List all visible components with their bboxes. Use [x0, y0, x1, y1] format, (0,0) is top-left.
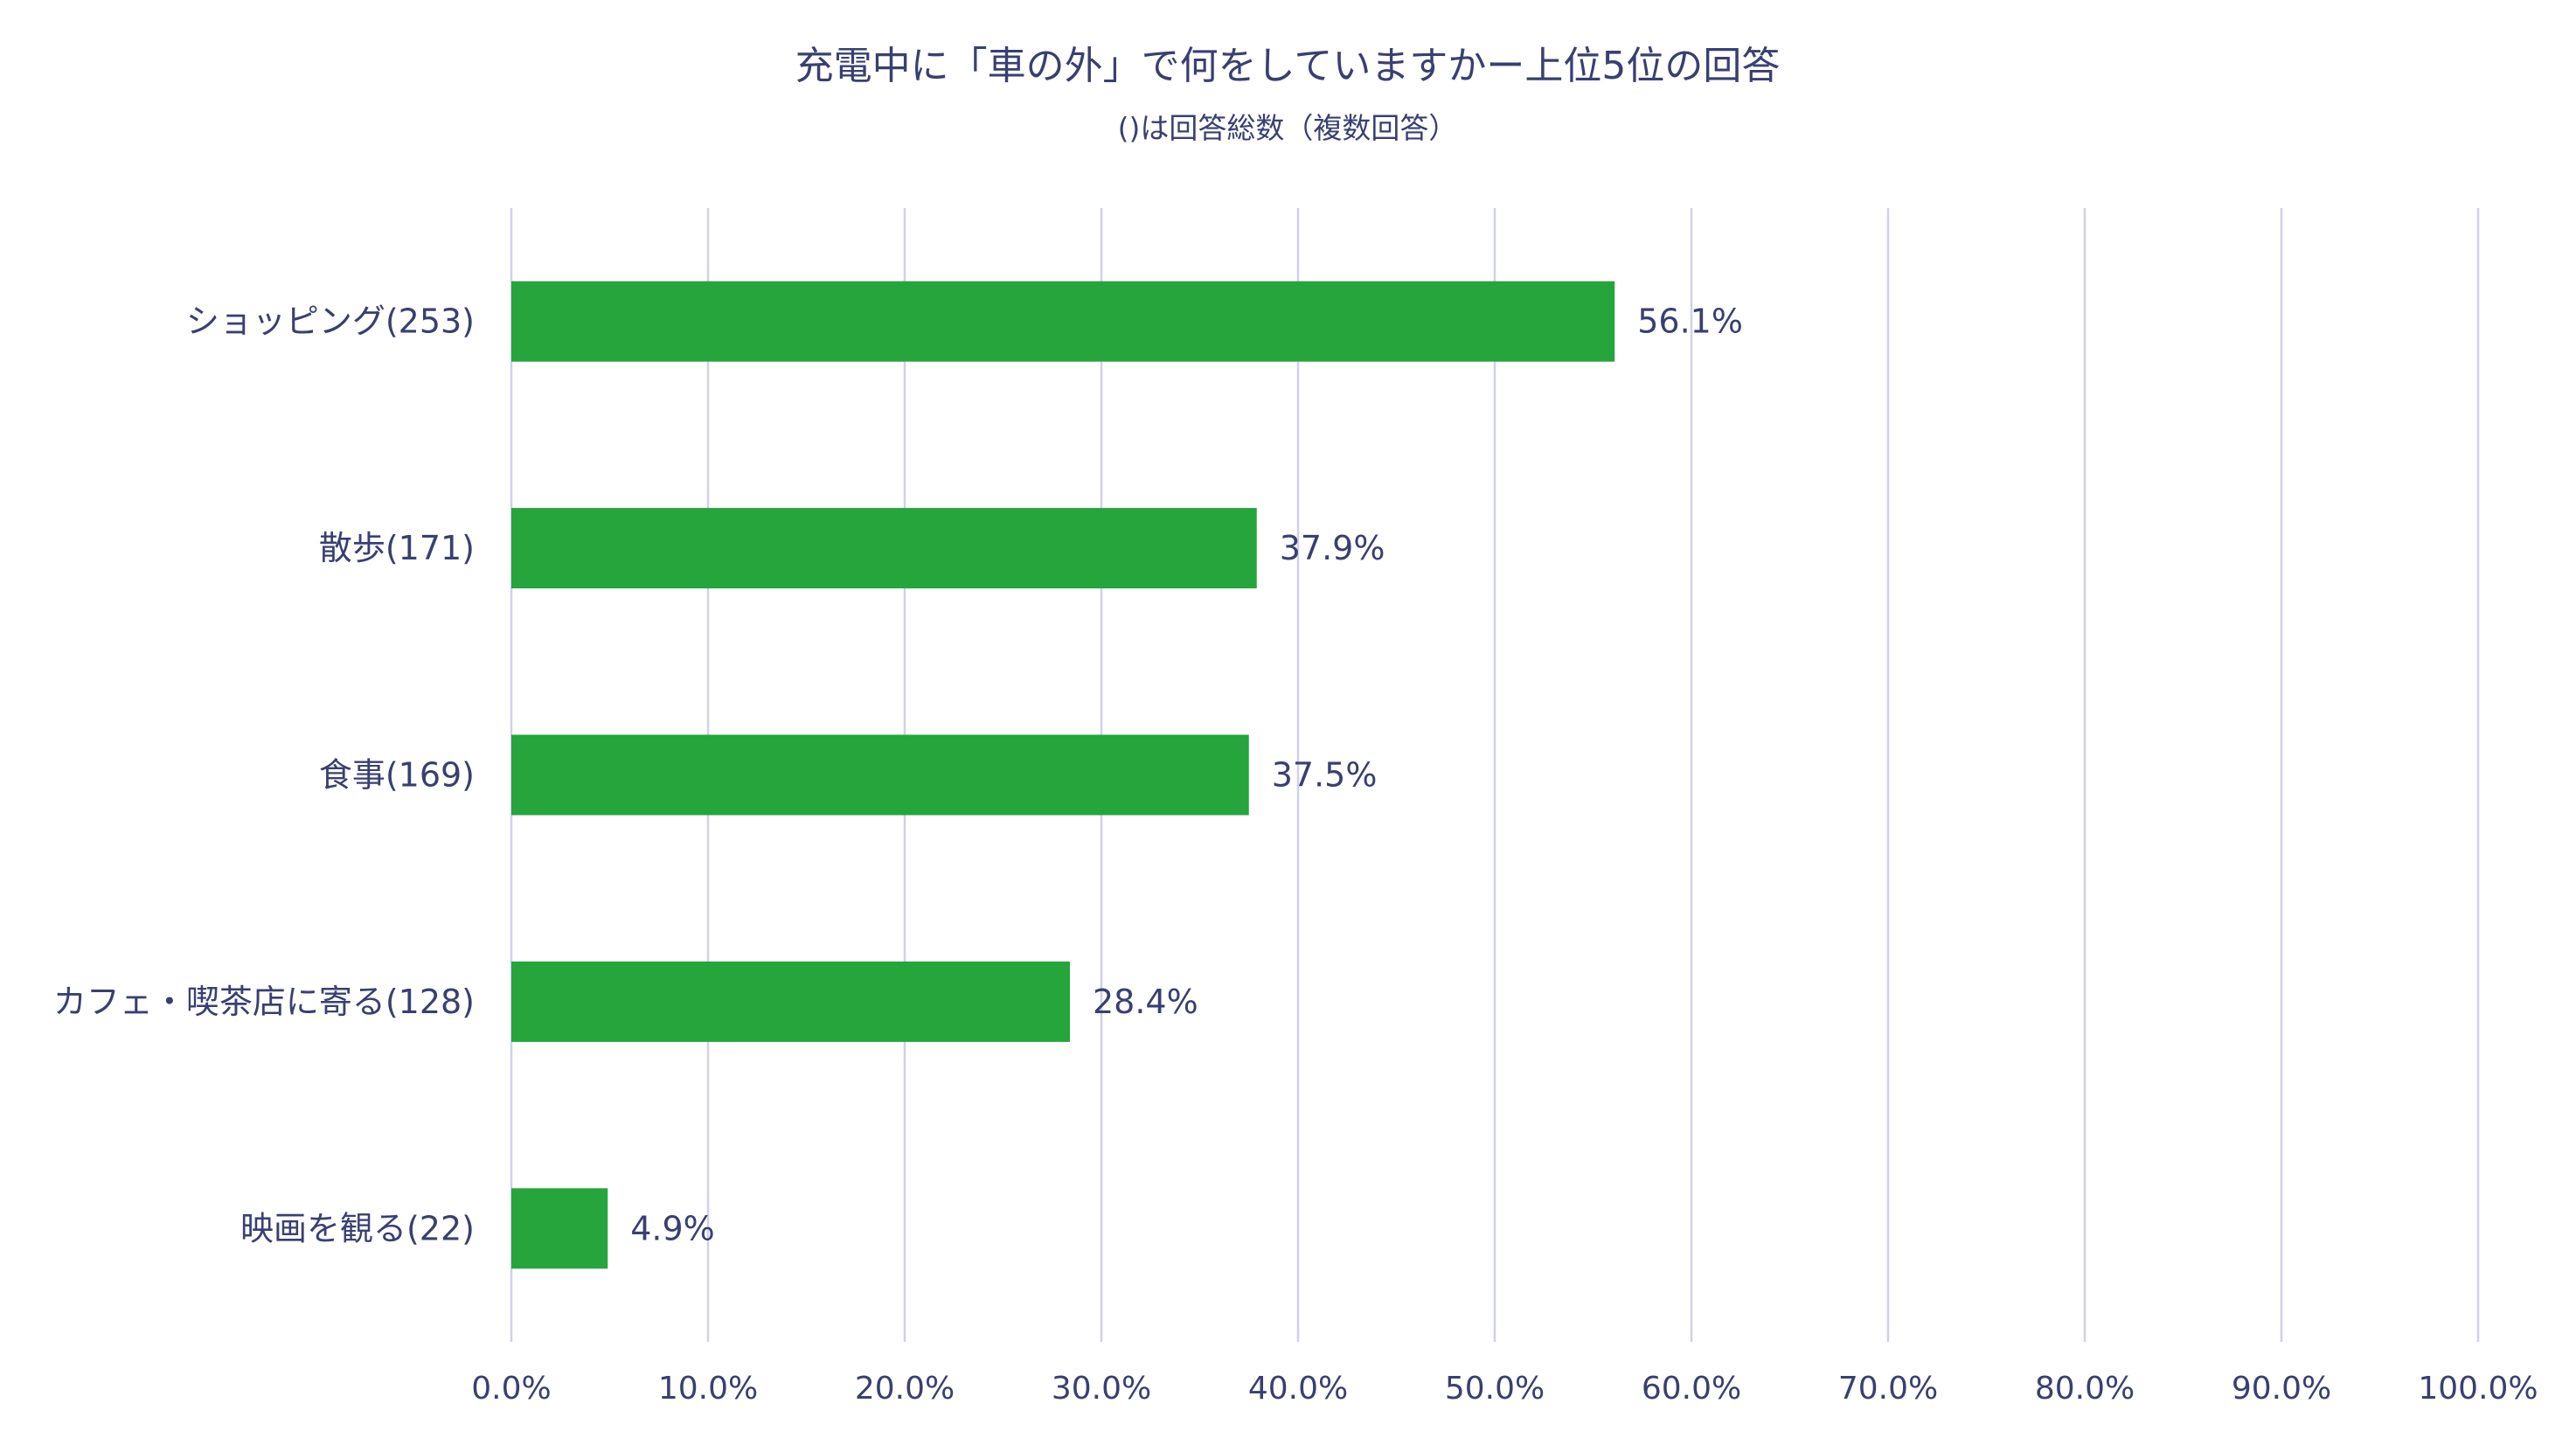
category-label: 映画を観る(22): [240, 1209, 475, 1247]
category-label: ショッピング(253): [186, 302, 475, 341]
x-tick-label: 40.0%: [1248, 1371, 1348, 1407]
x-tick-label: 60.0%: [1642, 1371, 1741, 1407]
value-label: 28.4%: [1093, 983, 1198, 1021]
value-labels: 56.1% 37.9% 37.5% 28.4% 4.9%: [630, 302, 1743, 1248]
value-label: 37.5%: [1272, 756, 1378, 795]
x-tick-label: 80.0%: [2035, 1371, 2135, 1407]
value-label: 4.9%: [630, 1209, 715, 1247]
category-label: 散歩(171): [319, 529, 475, 567]
bar: [511, 281, 1615, 362]
grid-lines: [510, 208, 2480, 1342]
x-tick-label: 50.0%: [1445, 1371, 1545, 1407]
bar: [511, 734, 1249, 816]
x-tick-labels: 0.0% 10.0% 20.0% 30.0% 40.0% 50.0% 60.0% 70.0% 8…: [471, 1371, 2538, 1407]
category-labels: ショッピング(253) 散歩(171) 食事(169) カフェ・喫茶店に寄る(128)…: [53, 302, 475, 1248]
x-tick-label: 30.0%: [1052, 1371, 1151, 1407]
chart-title: 充電中に「車の外」で何をしていますかー上位5位の回答: [795, 44, 1781, 88]
bar: [511, 1188, 608, 1269]
x-tick-label: 70.0%: [1838, 1371, 1938, 1407]
bar: [511, 508, 1257, 589]
bars: [511, 281, 1615, 1269]
x-tick-label: 90.0%: [2232, 1371, 2331, 1407]
category-label: カフェ・喫茶店に寄る(128): [53, 983, 475, 1021]
value-label: 37.9%: [1280, 529, 1385, 567]
chart-subtitle: ()は回答総数（複数回答）: [1118, 111, 1458, 145]
x-tick-label: 0.0%: [471, 1371, 551, 1407]
category-label: 食事(169): [319, 756, 475, 795]
value-label: 56.1%: [1637, 302, 1743, 341]
x-tick-label: 100.0%: [2418, 1371, 2538, 1407]
x-tick-label: 10.0%: [658, 1371, 758, 1407]
bar: [511, 961, 1070, 1042]
x-tick-label: 20.0%: [855, 1371, 955, 1407]
